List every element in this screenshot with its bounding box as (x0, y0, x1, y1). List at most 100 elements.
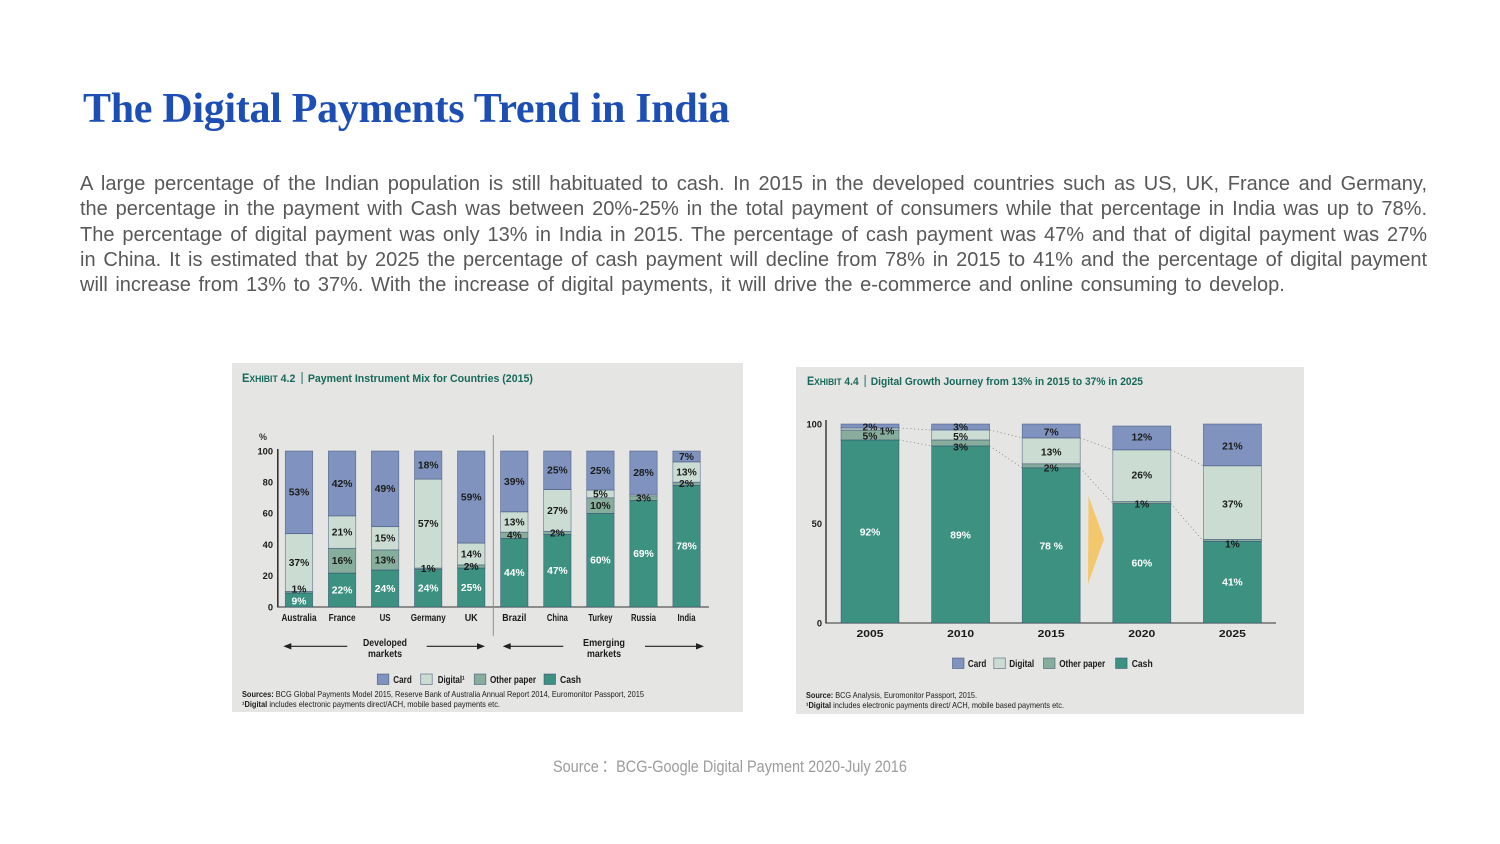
svg-text:¹Digital includes electronic p: ¹Digital includes electronic payments di… (806, 700, 1064, 710)
svg-text:10%: 10% (590, 501, 611, 512)
svg-text:59%: 59% (461, 492, 482, 503)
svg-text:9%: 9% (292, 596, 307, 607)
svg-text:1%: 1% (292, 584, 307, 595)
svg-text:4%: 4% (507, 531, 522, 542)
svg-text:7%: 7% (679, 452, 694, 463)
svg-text:49%: 49% (375, 484, 396, 495)
svg-text:2%: 2% (679, 479, 694, 490)
svg-text:24%: 24% (375, 584, 396, 595)
svg-text:80: 80 (263, 478, 273, 488)
svg-text:60: 60 (263, 509, 273, 519)
svg-text:US: US (380, 612, 391, 624)
svg-text:0: 0 (268, 602, 273, 612)
svg-text:13%: 13% (504, 517, 525, 528)
svg-text:markets: markets (587, 649, 621, 660)
svg-text:Cash: Cash (560, 675, 581, 686)
svg-text:Cash: Cash (1132, 659, 1153, 670)
svg-text:37%: 37% (289, 558, 310, 569)
svg-text:Sources: BCG Global Payments M: Sources: BCG Global Payments Model 2015,… (242, 689, 644, 699)
svg-text:UK: UK (465, 612, 478, 624)
svg-text:25%: 25% (590, 466, 611, 477)
svg-text:2%: 2% (1044, 464, 1059, 475)
svg-text:1%: 1% (1134, 500, 1149, 511)
svg-text:1%: 1% (421, 564, 436, 575)
svg-text:24%: 24% (418, 584, 439, 595)
svg-text:100: 100 (806, 419, 822, 429)
svg-text:5%: 5% (593, 489, 608, 500)
svg-text:India: India (678, 612, 696, 624)
svg-text:France: France (329, 612, 356, 624)
svg-text:2%: 2% (550, 528, 565, 539)
svg-text:5%: 5% (953, 432, 968, 443)
svg-text:44%: 44% (504, 568, 525, 579)
svg-text:Brazil: Brazil (502, 612, 526, 624)
svg-text:22%: 22% (332, 585, 353, 596)
svg-text:18%: 18% (418, 460, 439, 471)
svg-text:Card: Card (393, 675, 412, 686)
svg-text:50: 50 (812, 519, 822, 529)
svg-text:Other paper: Other paper (490, 675, 536, 686)
svg-text:Digital¹: Digital¹ (438, 675, 466, 686)
svg-text:2020: 2020 (1128, 628, 1155, 640)
svg-text:92%: 92% (860, 528, 881, 539)
svg-text:28%: 28% (633, 468, 654, 479)
svg-text:markets: markets (368, 649, 402, 660)
svg-text:21%: 21% (332, 528, 353, 539)
svg-text:3%: 3% (636, 494, 651, 505)
svg-text:16%: 16% (332, 556, 353, 567)
svg-text:57%: 57% (418, 519, 439, 530)
svg-text:21%: 21% (1222, 442, 1243, 453)
svg-text:25%: 25% (461, 583, 482, 594)
svg-text:Digital: Digital (1009, 659, 1034, 670)
svg-text:China: China (547, 612, 568, 624)
svg-text:5%: 5% (863, 432, 878, 443)
svg-text:15%: 15% (375, 534, 396, 545)
svg-text:Developed: Developed (363, 638, 407, 649)
svg-text:0: 0 (817, 618, 822, 628)
svg-text:60%: 60% (1131, 559, 1152, 570)
svg-text:3%: 3% (953, 443, 968, 454)
svg-text:7%: 7% (1044, 428, 1059, 439)
svg-text:%: % (259, 432, 267, 442)
svg-text:47%: 47% (547, 566, 568, 577)
svg-text:27%: 27% (547, 506, 568, 517)
svg-text:3%: 3% (953, 423, 968, 434)
svg-text:14%: 14% (461, 549, 482, 560)
svg-text:26%: 26% (1131, 471, 1152, 482)
svg-text:Emerging: Emerging (583, 638, 625, 649)
svg-text:2015: 2015 (1038, 628, 1065, 640)
svg-text:Source: BCG Analysis, Euromoni: Source: BCG Analysis, Euromonitor Passpo… (806, 690, 977, 700)
svg-text:37%: 37% (1222, 500, 1243, 511)
svg-text:78 %: 78 % (1039, 542, 1062, 553)
svg-text:Turkey: Turkey (588, 612, 612, 624)
svg-text:Australia: Australia (282, 612, 317, 624)
svg-text:69%: 69% (633, 549, 654, 560)
svg-text:¹Digital includes electronic p: ¹Digital includes electronic payments di… (242, 699, 500, 709)
svg-text:Russia: Russia (631, 612, 656, 624)
svg-text:40: 40 (263, 540, 273, 550)
svg-text:Other paper: Other paper (1059, 659, 1105, 670)
svg-text:13%: 13% (676, 468, 697, 479)
svg-text:53%: 53% (289, 488, 310, 499)
svg-text:13%: 13% (1041, 448, 1062, 459)
svg-text:2010: 2010 (947, 628, 974, 640)
svg-text:78%: 78% (676, 542, 697, 553)
svg-text:Card: Card (968, 659, 987, 670)
svg-text:12%: 12% (1131, 433, 1152, 444)
svg-text:100: 100 (257, 446, 273, 456)
svg-text:1%: 1% (880, 427, 895, 438)
svg-text:25%: 25% (547, 466, 568, 477)
svg-text:39%: 39% (504, 477, 525, 488)
svg-text:60%: 60% (590, 556, 611, 567)
svg-text:89%: 89% (950, 531, 971, 542)
svg-text:2025: 2025 (1219, 628, 1246, 640)
svg-text:2%: 2% (863, 423, 878, 434)
svg-text:41%: 41% (1222, 578, 1243, 589)
svg-text:13%: 13% (375, 555, 396, 566)
svg-text:2%: 2% (464, 562, 479, 573)
svg-text:20: 20 (263, 571, 273, 581)
svg-text:Germany: Germany (411, 612, 446, 624)
svg-text:42%: 42% (332, 479, 353, 490)
svg-text:1%: 1% (1225, 540, 1240, 551)
svg-text:2005: 2005 (857, 628, 884, 640)
